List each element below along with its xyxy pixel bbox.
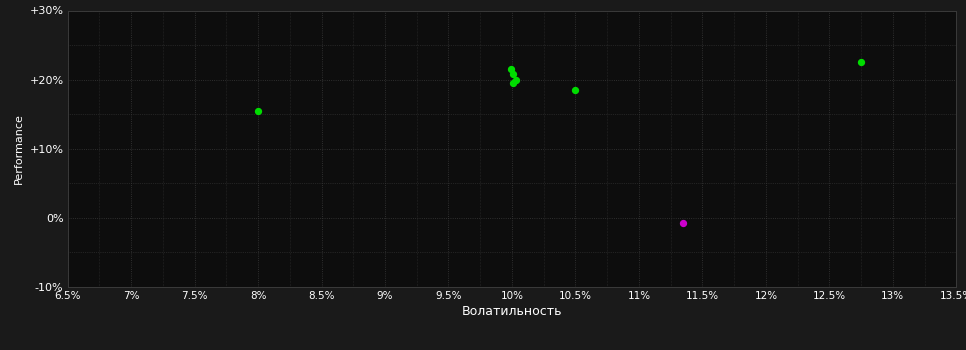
Point: [675, 220, 691, 226]
Y-axis label: Performance: Performance: [14, 113, 24, 184]
Point: [503, 66, 519, 72]
Point: [505, 80, 521, 86]
Point: [250, 108, 266, 113]
Point: [505, 71, 521, 77]
X-axis label: Волатильность: Волатильность: [462, 305, 562, 318]
Point: [508, 77, 524, 83]
Point: [853, 60, 868, 65]
Point: [568, 87, 583, 93]
